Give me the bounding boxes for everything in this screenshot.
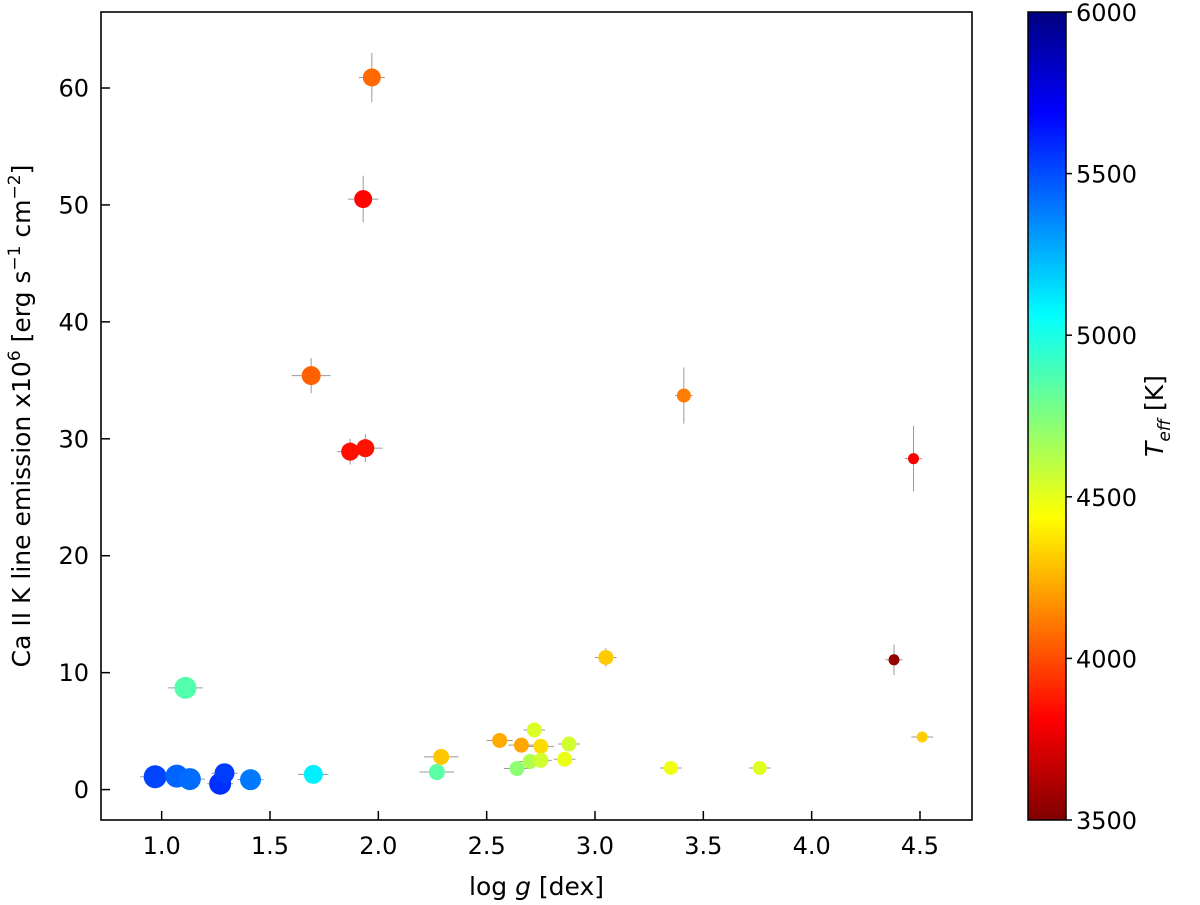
x-tick-label: 3.0 xyxy=(576,832,614,860)
data-point xyxy=(752,760,767,775)
y-tick-label: 20 xyxy=(58,542,89,570)
y-tick-label: 50 xyxy=(58,191,89,219)
colorbar: 3500 4000 4500 5000 5500 6000 Teff [K] xyxy=(1027,0,1175,835)
x-axis-label: log g [dex] xyxy=(469,872,604,901)
data-point xyxy=(561,736,577,752)
data-point xyxy=(428,764,445,781)
plot-area xyxy=(140,52,933,795)
colorbar-ticks: 3500 4000 4500 5000 5500 6000 xyxy=(1066,0,1137,835)
data-point xyxy=(362,68,381,87)
y-tick-label: 30 xyxy=(58,425,89,453)
colorbar-gradient xyxy=(1027,11,1067,821)
data-point xyxy=(174,676,197,699)
plot-frame xyxy=(100,11,973,821)
x-tick-label: 4.0 xyxy=(793,832,831,860)
x-tick-label: 2.0 xyxy=(359,832,397,860)
colorbar-tick-label: 4500 xyxy=(1076,484,1137,512)
data-point xyxy=(143,765,167,789)
data-point xyxy=(522,754,538,770)
data-point xyxy=(888,654,900,666)
colorbar-label: Teff [K] xyxy=(1140,375,1175,457)
data-point xyxy=(492,732,508,748)
data-point xyxy=(526,722,542,738)
x-tick-label: 1.0 xyxy=(143,832,181,860)
data-point xyxy=(214,763,235,784)
data-point xyxy=(356,439,375,458)
data-point xyxy=(433,748,450,765)
colorbar-tick-label: 6000 xyxy=(1076,0,1137,27)
y-tick-label: 0 xyxy=(74,776,89,804)
colorbar-tick-label: 5000 xyxy=(1076,322,1137,350)
data-point xyxy=(354,190,373,209)
data-point xyxy=(533,752,549,768)
x-axis: 1.0 1.5 2.0 2.5 3.0 3.5 4.0 4.5 xyxy=(143,811,939,860)
colorbar-tick-label: 4000 xyxy=(1076,645,1137,673)
y-axis: 0 10 20 30 40 50 60 xyxy=(58,75,110,804)
data-point xyxy=(598,649,614,665)
data-point xyxy=(341,442,360,461)
y-tick-label: 10 xyxy=(58,659,89,687)
colorbar-tick-label: 3500 xyxy=(1076,807,1137,835)
data-point xyxy=(513,737,529,753)
x-tick-label: 3.5 xyxy=(684,832,722,860)
y-tick-label: 60 xyxy=(58,75,89,103)
data-point xyxy=(303,764,323,784)
data-point xyxy=(509,761,525,777)
data-point xyxy=(916,731,928,743)
data-point xyxy=(240,769,261,791)
data-point xyxy=(908,453,919,465)
data-point xyxy=(533,738,549,754)
y-axis-label: Ca II K line emission x106 [erg s−1 cm−2… xyxy=(5,165,36,668)
y-tick-label: 40 xyxy=(58,308,89,336)
x-tick-label: 1.5 xyxy=(251,832,289,860)
x-tick-label: 2.5 xyxy=(468,832,506,860)
data-point xyxy=(676,388,691,403)
colorbar-tick-label: 5500 xyxy=(1076,161,1137,189)
data-point xyxy=(178,768,201,791)
x-tick-label: 4.5 xyxy=(901,832,939,860)
data-point xyxy=(301,366,321,386)
data-point xyxy=(557,751,573,767)
data-point xyxy=(663,760,678,775)
